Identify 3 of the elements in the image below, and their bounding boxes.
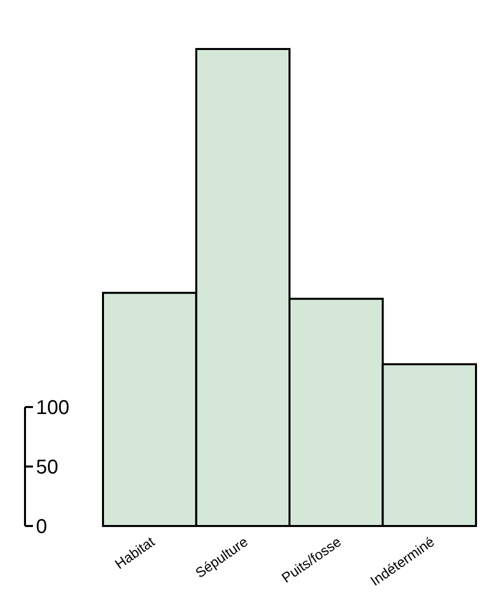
y-tick-label: 100 — [36, 397, 70, 420]
y-tick-label: 0 — [36, 516, 48, 538]
y-tick-label: 50 — [36, 456, 58, 479]
